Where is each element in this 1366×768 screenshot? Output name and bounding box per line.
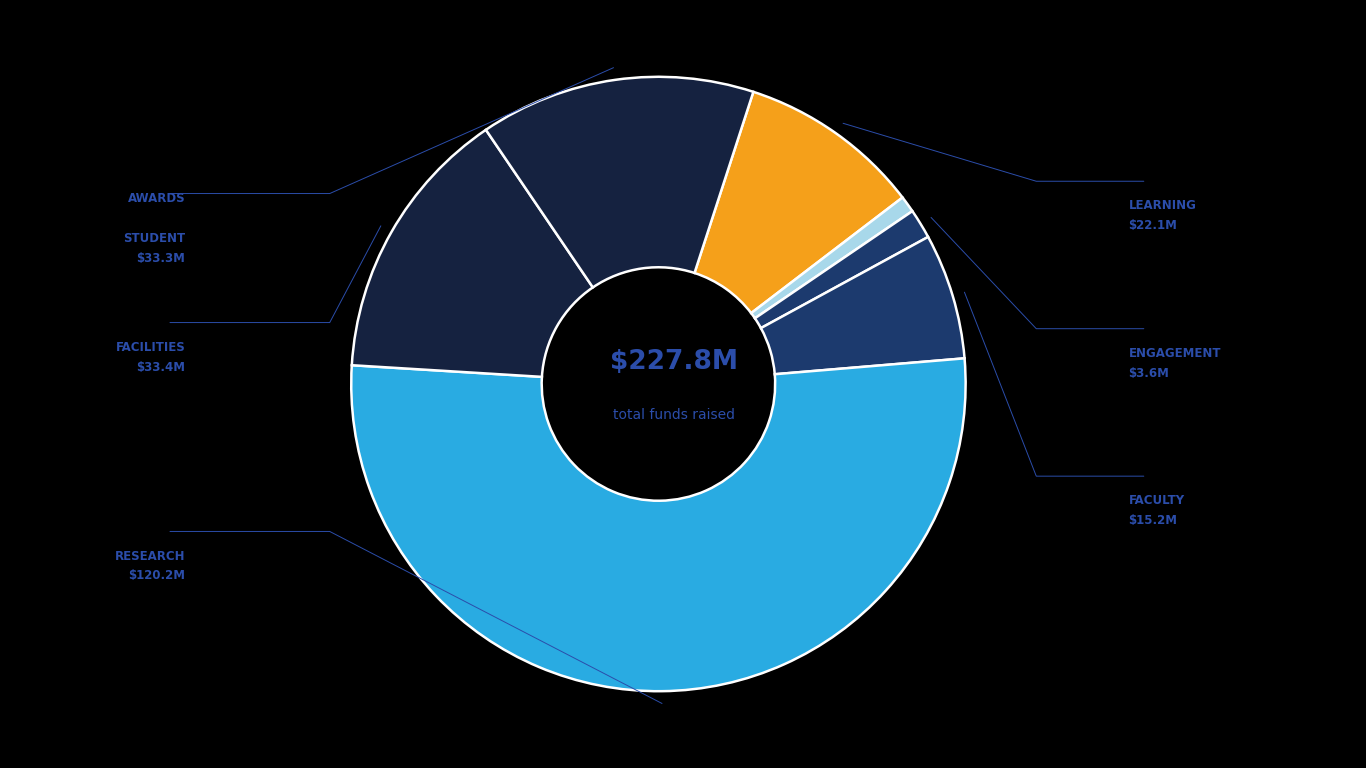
Text: $120.2M: $120.2M: [128, 570, 186, 582]
Text: AWARDS: AWARDS: [127, 192, 186, 204]
Text: FACULTY: FACULTY: [1128, 495, 1184, 507]
Wedge shape: [761, 237, 964, 374]
Text: $33.3M: $33.3M: [137, 252, 186, 264]
Wedge shape: [486, 77, 754, 287]
Wedge shape: [351, 359, 966, 691]
Text: total funds raised: total funds raised: [613, 408, 735, 422]
Text: LEARNING: LEARNING: [1128, 200, 1197, 212]
Wedge shape: [352, 130, 593, 377]
Wedge shape: [694, 92, 903, 313]
Text: STUDENT: STUDENT: [123, 232, 186, 244]
Text: $22.1M: $22.1M: [1128, 220, 1177, 232]
Text: $15.2M: $15.2M: [1128, 515, 1177, 527]
Text: $3.6M: $3.6M: [1128, 367, 1169, 379]
Text: $227.8M: $227.8M: [609, 349, 738, 376]
Text: $33.4M: $33.4M: [137, 361, 186, 373]
Wedge shape: [755, 211, 928, 328]
Text: ENGAGEMENT: ENGAGEMENT: [1128, 347, 1221, 359]
Text: RESEARCH: RESEARCH: [115, 550, 186, 562]
Text: FACILITIES: FACILITIES: [116, 341, 186, 353]
Wedge shape: [751, 197, 912, 318]
